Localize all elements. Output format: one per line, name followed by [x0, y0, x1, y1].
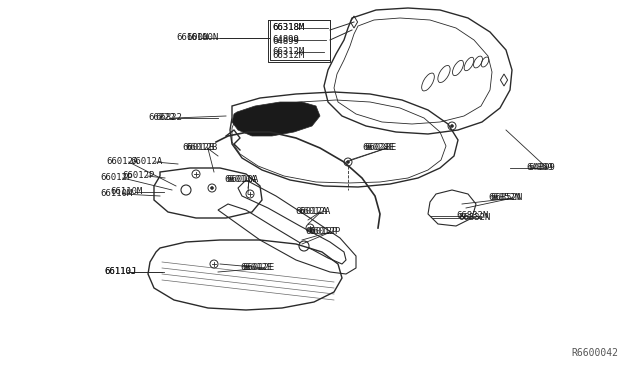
Text: 66012P: 66012P: [305, 228, 337, 237]
Text: 66100N: 66100N: [176, 33, 208, 42]
Text: 66012E: 66012E: [240, 263, 272, 273]
Text: 66312M: 66312M: [272, 48, 304, 57]
Text: 66012B: 66012B: [182, 144, 214, 153]
Text: 66110J: 66110J: [104, 267, 136, 276]
Text: 64899: 64899: [526, 164, 553, 173]
Text: 66852N: 66852N: [488, 193, 520, 202]
Text: 66012P: 66012P: [100, 173, 132, 183]
Text: 66110M: 66110M: [100, 189, 132, 199]
Text: 66822: 66822: [155, 113, 182, 122]
Circle shape: [347, 161, 349, 163]
Text: R6600042: R6600042: [571, 348, 618, 358]
Text: 66010A: 66010A: [226, 176, 259, 185]
Text: 66318M: 66318M: [272, 23, 304, 32]
Text: 66012A: 66012A: [130, 157, 163, 167]
Text: 66012A: 66012A: [298, 208, 330, 217]
Text: 66318M: 66318M: [272, 23, 304, 32]
Text: 64899: 64899: [272, 38, 299, 46]
Text: 66100N: 66100N: [186, 33, 218, 42]
Text: 64899: 64899: [528, 164, 555, 173]
Text: 66028E: 66028E: [362, 144, 394, 153]
Text: 66312M: 66312M: [272, 51, 304, 61]
Text: 66832N: 66832N: [456, 212, 488, 221]
Circle shape: [181, 185, 191, 195]
Text: 66010A: 66010A: [224, 176, 256, 185]
Text: 66012E: 66012E: [242, 263, 275, 273]
Text: 66012P: 66012P: [122, 171, 154, 180]
Text: 66012A: 66012A: [295, 208, 327, 217]
Text: 66832N: 66832N: [458, 214, 490, 222]
Polygon shape: [232, 102, 320, 136]
Text: 66852N: 66852N: [490, 193, 522, 202]
Text: 66822: 66822: [148, 113, 175, 122]
Circle shape: [211, 187, 213, 189]
Text: 66110M: 66110M: [110, 187, 142, 196]
Circle shape: [299, 241, 309, 251]
Circle shape: [451, 125, 453, 127]
Text: 64899: 64899: [272, 35, 299, 45]
Text: 66012B: 66012B: [185, 144, 217, 153]
Text: 66012A: 66012A: [106, 157, 138, 167]
Text: 66028E: 66028E: [364, 144, 396, 153]
Text: 66110J: 66110J: [104, 267, 136, 276]
Text: 66012P: 66012P: [308, 228, 340, 237]
